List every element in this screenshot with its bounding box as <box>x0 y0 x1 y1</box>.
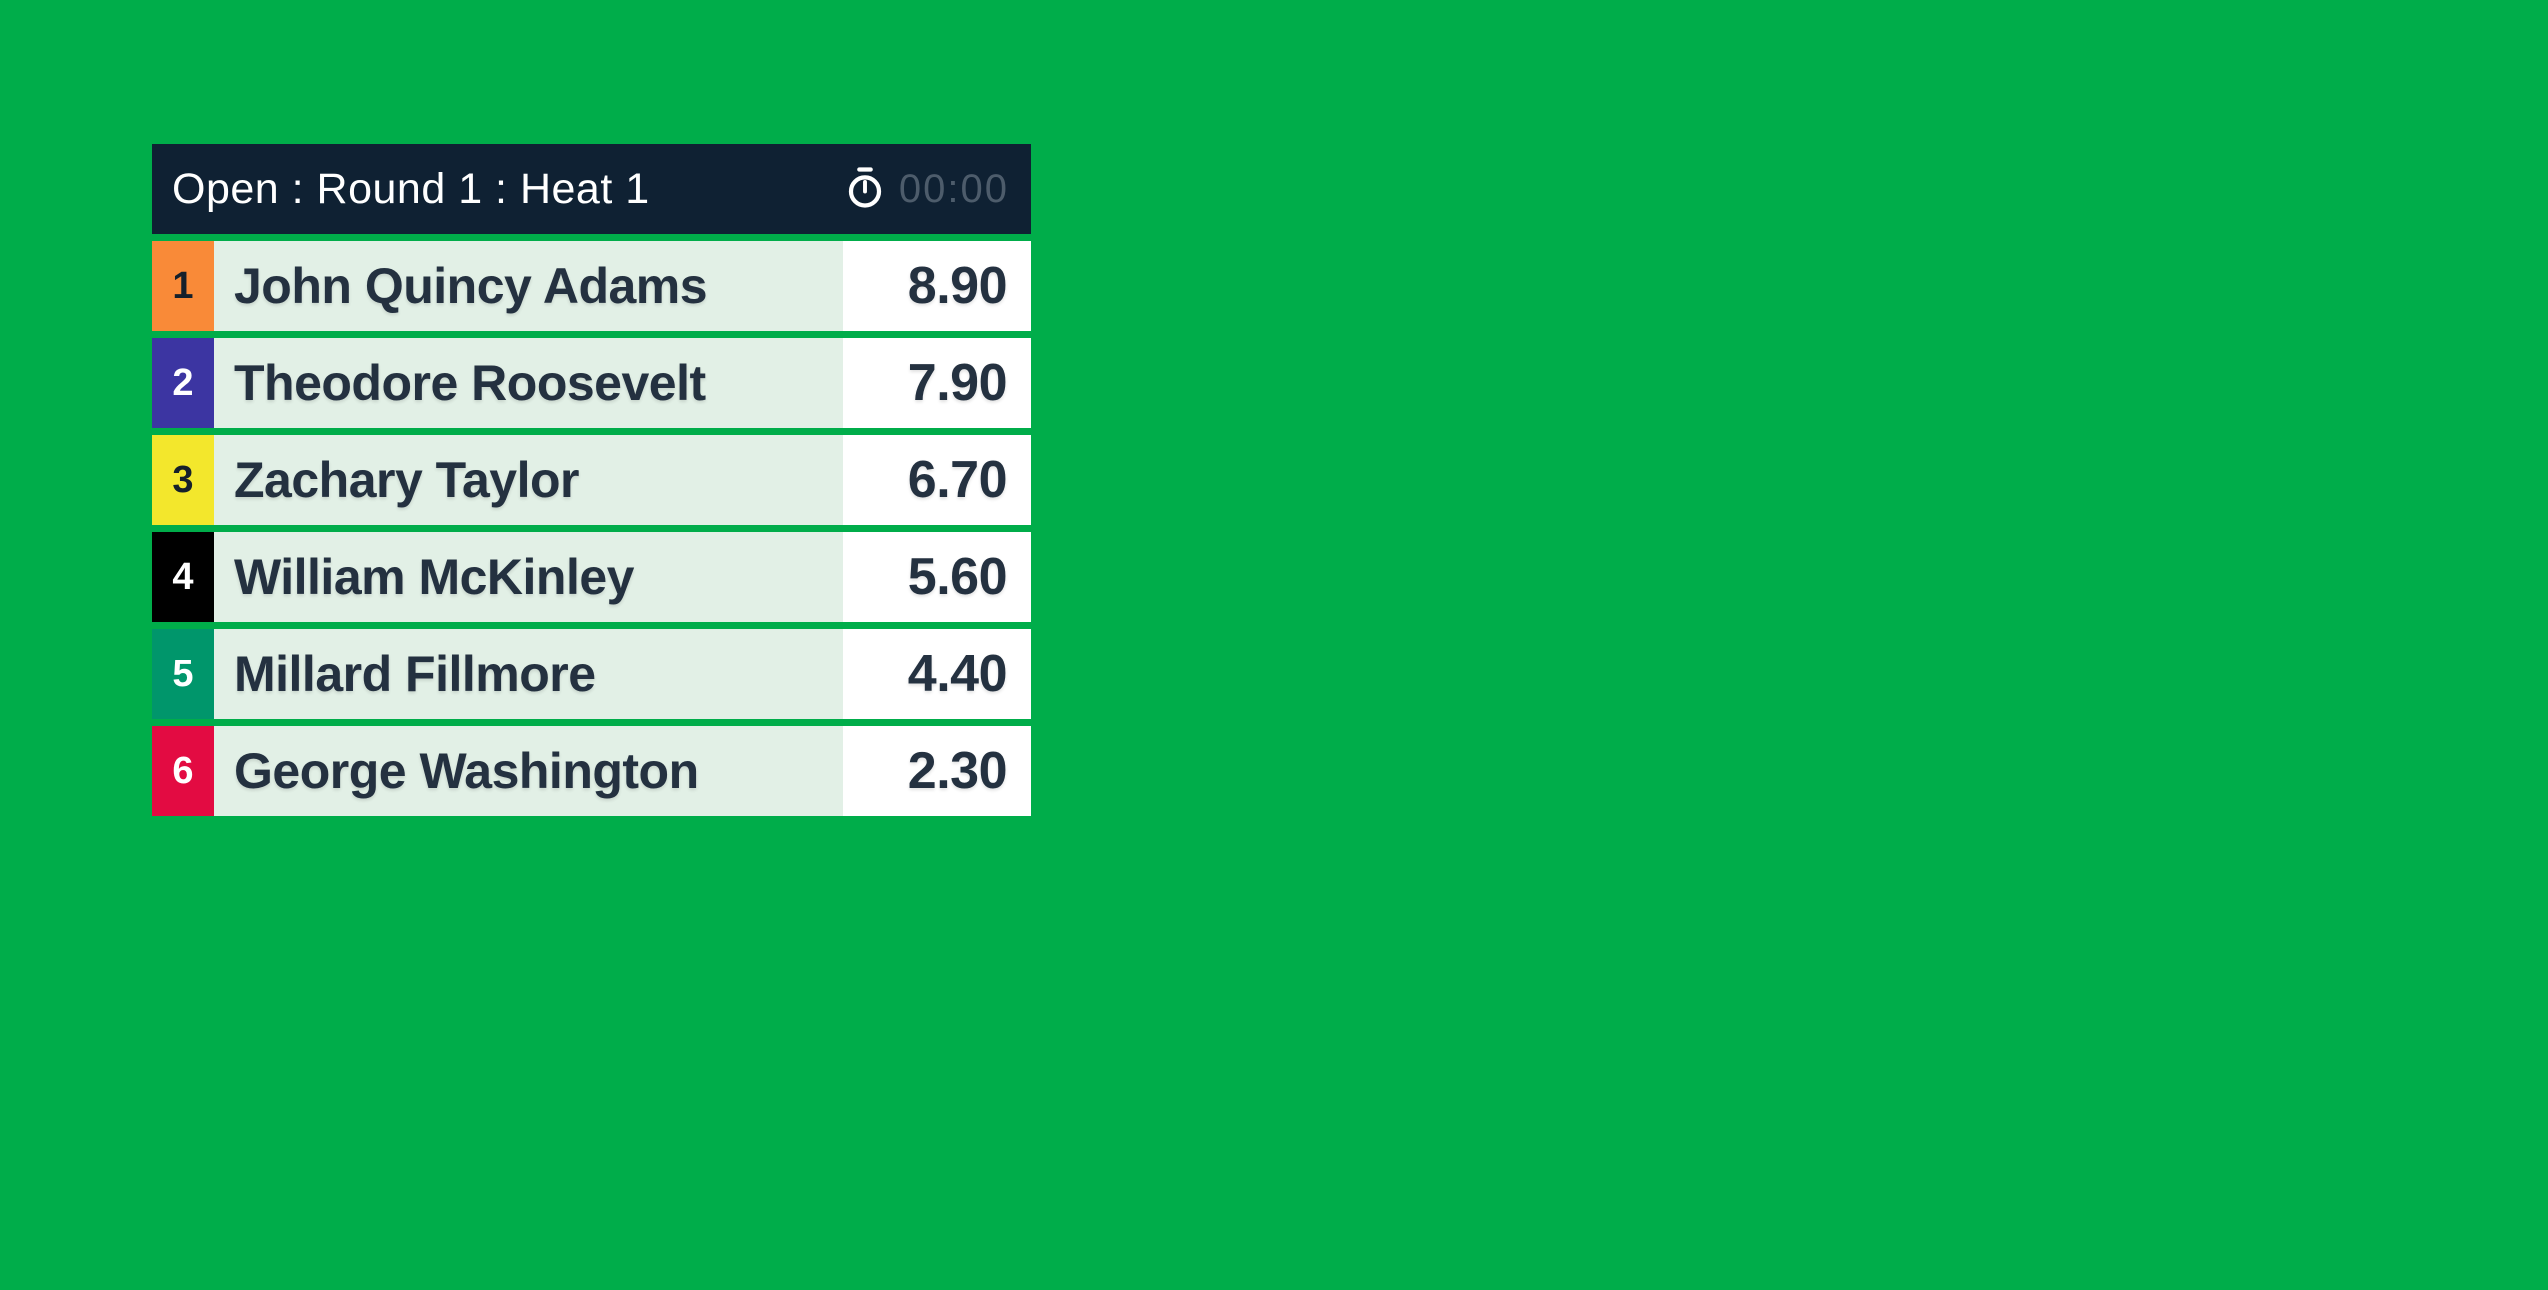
table-row[interactable]: 4 William McKinley 5.60 <box>152 532 1031 622</box>
athlete-name: William McKinley <box>234 549 634 605</box>
name-cell: Millard Fillmore <box>214 629 843 719</box>
name-cell: William McKinley <box>214 532 843 622</box>
score-value: 5.60 <box>907 548 1008 606</box>
name-cell: Zachary Taylor <box>214 435 843 525</box>
score-cell: 6.70 <box>843 435 1031 525</box>
heat-timer: 00:00 <box>845 167 1009 212</box>
table-row[interactable]: 6 George Washington 2.30 <box>152 726 1031 816</box>
athlete-rows: 1 John Quincy Adams 8.90 2 Theodore Roos… <box>152 241 1031 816</box>
name-cell: John Quincy Adams <box>214 241 843 331</box>
score-cell: 8.90 <box>843 241 1031 331</box>
timer-value: 00:00 <box>898 166 1009 211</box>
position-badge: 3 <box>152 435 214 525</box>
name-cell: Theodore Roosevelt <box>214 338 843 428</box>
position-badge: 5 <box>152 629 214 719</box>
score-cell: 7.90 <box>843 338 1031 428</box>
score-value: 2.30 <box>907 742 1008 800</box>
score-value: 7.90 <box>907 354 1008 412</box>
athlete-name: John Quincy Adams <box>234 258 708 314</box>
score-cell: 4.40 <box>843 629 1031 719</box>
table-row[interactable]: 5 Millard Fillmore 4.40 <box>152 629 1031 719</box>
athlete-name: George Washington <box>234 743 699 799</box>
heat-header: Open : Round 1 : Heat 1 00:00 <box>152 144 1031 234</box>
score-value: 8.90 <box>907 257 1008 315</box>
score-cell: 2.30 <box>843 726 1031 816</box>
table-row[interactable]: 2 Theodore Roosevelt 7.90 <box>152 338 1031 428</box>
score-value: 4.40 <box>907 645 1008 703</box>
position-badge: 6 <box>152 726 214 816</box>
athlete-name: Theodore Roosevelt <box>234 355 706 411</box>
heat-panel: Open : Round 1 : Heat 1 00:00 1 John Qui… <box>152 144 1031 816</box>
table-row[interactable]: 3 Zachary Taylor 6.70 <box>152 435 1031 525</box>
position-badge: 4 <box>152 532 214 622</box>
stopwatch-icon <box>848 167 882 208</box>
athlete-name: Millard Fillmore <box>234 646 596 702</box>
heat-title: Open : Round 1 : Heat 1 <box>172 164 650 213</box>
position-badge: 1 <box>152 241 214 331</box>
athlete-name: Zachary Taylor <box>234 452 580 508</box>
table-row[interactable]: 1 John Quincy Adams 8.90 <box>152 241 1031 331</box>
position-badge: 2 <box>152 338 214 428</box>
score-value: 6.70 <box>907 451 1008 509</box>
score-cell: 5.60 <box>843 532 1031 622</box>
name-cell: George Washington <box>214 726 843 816</box>
